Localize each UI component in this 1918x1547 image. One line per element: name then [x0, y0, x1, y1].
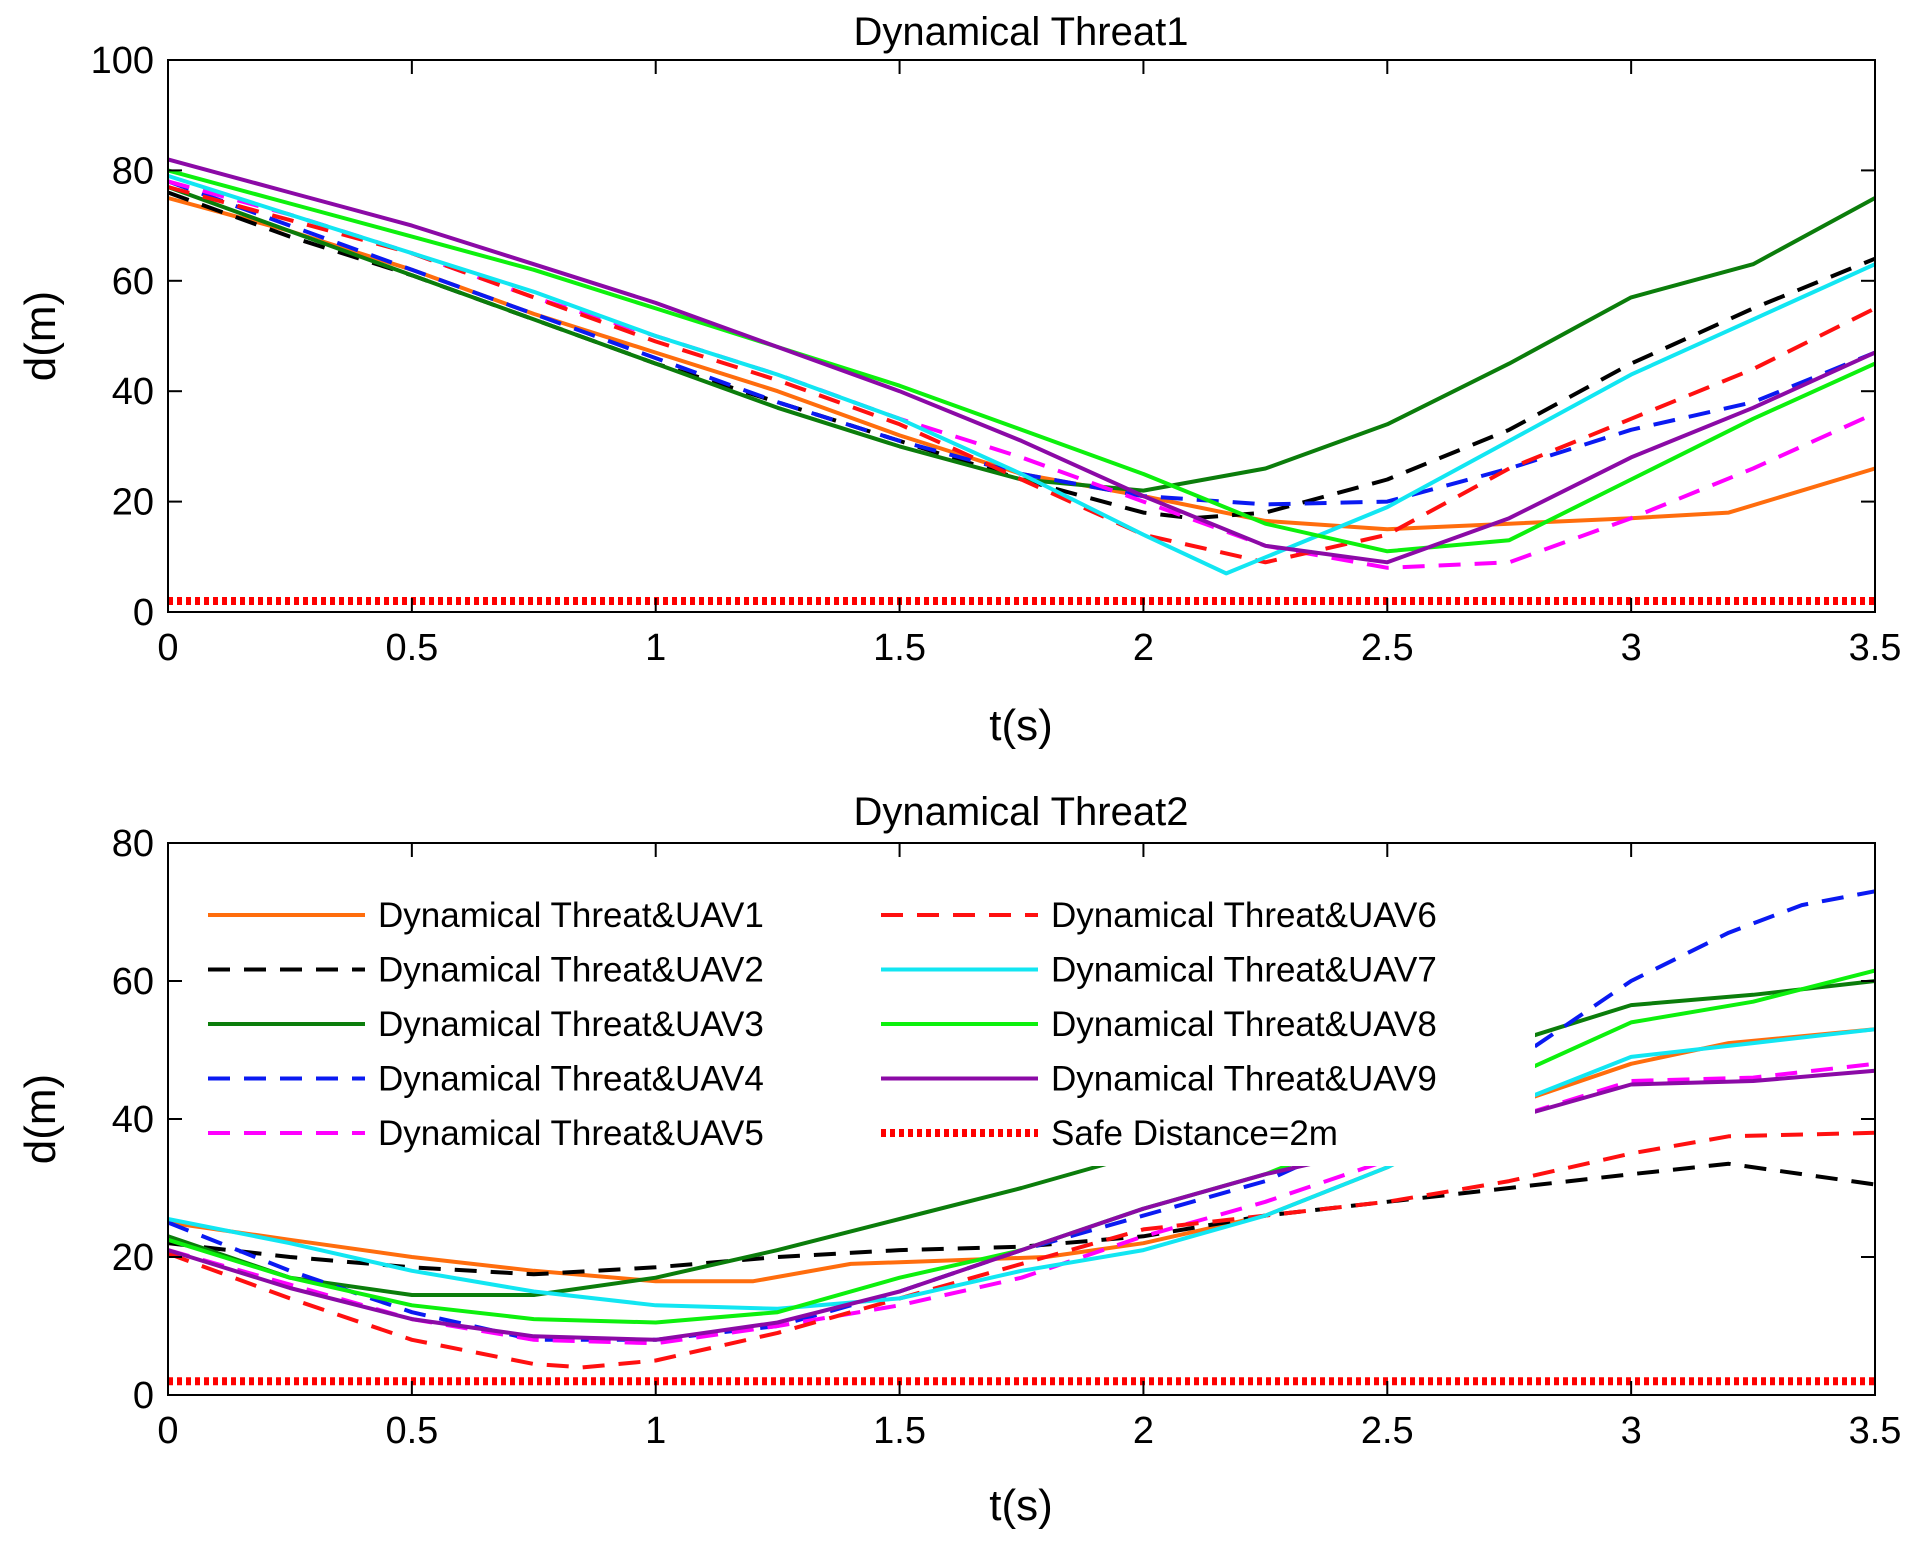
x-tick-label: 3 — [1621, 627, 1642, 669]
y-axis-ticks: 0 20 40 60 80 100 — [91, 40, 1875, 634]
y-tick-label: 80 — [112, 150, 154, 192]
x-tick-label: 1 — [645, 1410, 666, 1452]
y-tick-label: 60 — [112, 961, 154, 1003]
x-tick-label: 1.5 — [873, 627, 926, 669]
x-tick-label: 1 — [645, 627, 666, 669]
legend: Dynamical Threat&UAV1 Dynamical Threat&UA… — [188, 866, 1535, 1166]
y-tick-label: 0 — [133, 592, 154, 634]
legend-label: Dynamical Threat&UAV4 — [378, 1060, 764, 1099]
plot-area — [167, 889, 1876, 1386]
chart-dynamical-threat2: Dynamical Threat2 0 0.5 1 1.5 2 2.5 3 3.5 0 20 40… — [16, 790, 1901, 1530]
x-tick-label: 0 — [157, 1410, 178, 1452]
legend-label: Dynamical Threat&UAV7 — [1051, 951, 1437, 990]
x-axis-ticks: 0 0.5 1 1.5 2 2.5 3 3.5 — [157, 60, 1901, 669]
x-tick-label: 3.5 — [1849, 627, 1902, 669]
plot-area — [167, 157, 1876, 605]
series-line-uav9 — [167, 1068, 1876, 1342]
y-axis-ticks: 0 20 40 60 80 — [112, 823, 1875, 1417]
y-tick-label: 40 — [112, 371, 154, 413]
legend-label: Dynamical Threat&UAV9 — [1051, 1060, 1437, 1099]
y-tick-label: 100 — [91, 40, 154, 82]
series-line-uav3 — [167, 979, 1876, 1297]
x-tick-label: 0.5 — [385, 1410, 438, 1452]
series-line-uav7 — [167, 1027, 1876, 1311]
legend-label: Dynamical Threat&UAV3 — [378, 1005, 764, 1044]
x-tick-label: 3 — [1621, 1410, 1642, 1452]
chart-title: Dynamical Threat2 — [854, 790, 1189, 834]
x-tick-label: 1.5 — [873, 1410, 926, 1452]
y-tick-label: 20 — [112, 482, 154, 524]
x-tick-label: 3.5 — [1849, 1410, 1902, 1452]
series-line-uav6 — [167, 185, 1876, 565]
y-tick-label: 20 — [112, 1237, 154, 1279]
x-tick-label: 0.5 — [385, 627, 438, 669]
series-line-uav3 — [167, 185, 1876, 493]
x-tick-label: 2 — [1133, 1410, 1154, 1452]
series-line-uav2 — [167, 190, 1876, 521]
series-line-uav6 — [167, 1130, 1876, 1370]
legend-label: Dynamical Threat&UAV6 — [1051, 896, 1437, 935]
series-line-uav8 — [167, 168, 1876, 554]
y-tick-label: 40 — [112, 1099, 154, 1141]
y-tick-label: 60 — [112, 261, 154, 303]
chart-title: Dynamical Threat1 — [854, 10, 1189, 54]
legend-label: Dynamical Threat&UAV2 — [378, 951, 764, 990]
y-tick-label: 0 — [133, 1375, 154, 1417]
legend-label: Dynamical Threat&UAV1 — [378, 896, 764, 935]
y-axis-label: d(m) — [16, 291, 65, 381]
series-line-uav7 — [167, 173, 1876, 576]
x-tick-label: 2.5 — [1361, 1410, 1414, 1452]
y-axis-label: d(m) — [16, 1074, 65, 1164]
legend-label: Dynamical Threat&UAV8 — [1051, 1005, 1437, 1044]
x-axis-ticks: 0 0.5 1 1.5 2 2.5 3 3.5 — [157, 843, 1901, 1452]
legend-label: Dynamical Threat&UAV5 — [378, 1114, 764, 1153]
x-tick-label: 0 — [157, 627, 178, 669]
legend-box — [188, 866, 1535, 1166]
x-axis-label: t(s) — [989, 701, 1053, 750]
x-tick-label: 2.5 — [1361, 627, 1414, 669]
axes-frame — [167, 59, 1876, 613]
series-line-uav4 — [167, 889, 1876, 1342]
x-axis-label: t(s) — [989, 1481, 1053, 1530]
chart-dynamical-threat1: Dynamical Threat1 0 0.5 1 1.5 2 2.5 3 3.5 0 20 40… — [16, 10, 1901, 750]
legend-label: Safe Distance=2m — [1051, 1114, 1338, 1153]
series-line-uav9 — [167, 157, 1876, 565]
x-tick-label: 2 — [1133, 627, 1154, 669]
y-tick-label: 80 — [112, 823, 154, 865]
